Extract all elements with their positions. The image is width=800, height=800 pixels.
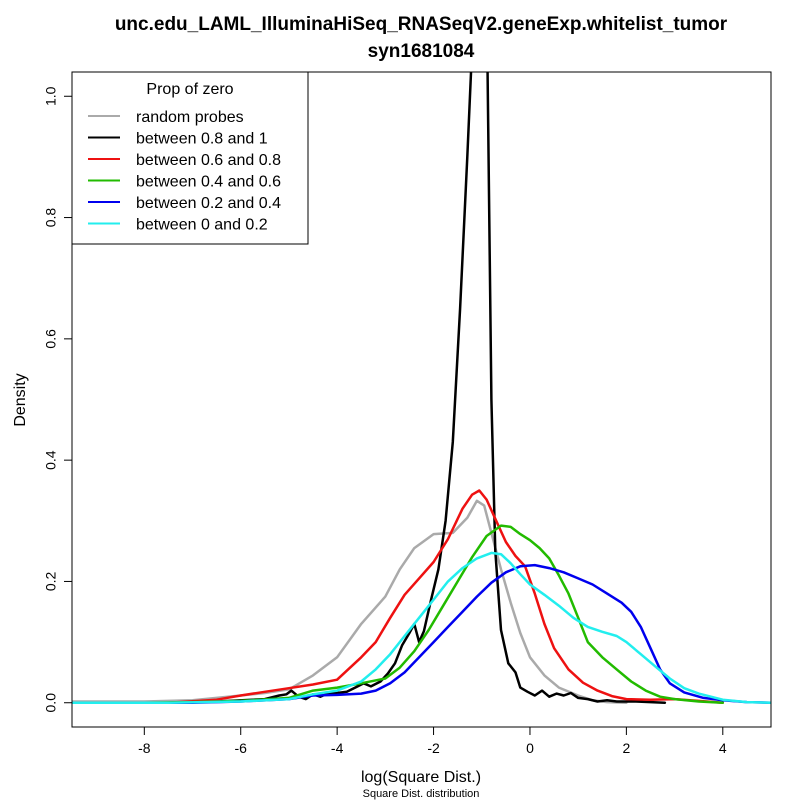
- y-tick-label: 1.0: [43, 86, 59, 106]
- y-tick-label: 0.8: [43, 208, 59, 228]
- x-tick-label: -2: [427, 740, 440, 756]
- plot-area: [72, 72, 771, 704]
- x-tick-label: 2: [622, 740, 630, 756]
- series-line-2: [72, 489, 725, 704]
- chart-subtitle: syn1681084: [368, 41, 475, 62]
- legend: Prop of zero random probes between 0.8 an…: [71, 71, 309, 245]
- legend-label-1: between 0.8 and 1: [136, 131, 268, 148]
- y-axis-label: Density: [12, 373, 29, 426]
- legend-label-5: between 0 and 0.2: [136, 217, 268, 234]
- x-tick-label: 0: [526, 740, 534, 756]
- legend-label-2: between 0.6 and 0.8: [136, 152, 281, 169]
- legend-label-3: between 0.4 and 0.6: [136, 174, 281, 191]
- series-line-3: [72, 524, 725, 704]
- x-tick-label: -6: [234, 740, 247, 756]
- x-tick-label: 4: [719, 740, 727, 756]
- legend-label-4: between 0.2 and 0.4: [136, 195, 281, 212]
- y-axis: 0.0 0.2 0.4 0.6 0.8 1.0: [43, 86, 72, 712]
- y-tick-label: 0.0: [43, 693, 59, 713]
- x-axis-sublabel: Square Dist. distribution: [363, 788, 480, 800]
- plot-frame: [71, 71, 772, 728]
- y-tick-label: 0.2: [43, 572, 59, 592]
- y-tick-label: 0.6: [43, 329, 59, 349]
- x-axis-label: log(Square Dist.): [361, 769, 481, 786]
- legend-items: random probes between 0.8 and 1 between 0.…: [88, 109, 281, 234]
- chart-title: unc.edu_LAML_IlluminaHiSeq_RNASeqV2.gene…: [115, 14, 728, 35]
- y-tick-label: 0.4: [43, 450, 59, 470]
- x-tick-label: -8: [138, 740, 151, 756]
- legend-label-0: random probes: [136, 109, 244, 126]
- series-line-0: [72, 499, 628, 704]
- legend-title: Prop of zero: [146, 81, 233, 98]
- series-line-5: [72, 551, 771, 704]
- x-tick-label: -4: [331, 740, 344, 756]
- x-axis: -8 -6 -4 -2 0 2 4: [138, 727, 727, 756]
